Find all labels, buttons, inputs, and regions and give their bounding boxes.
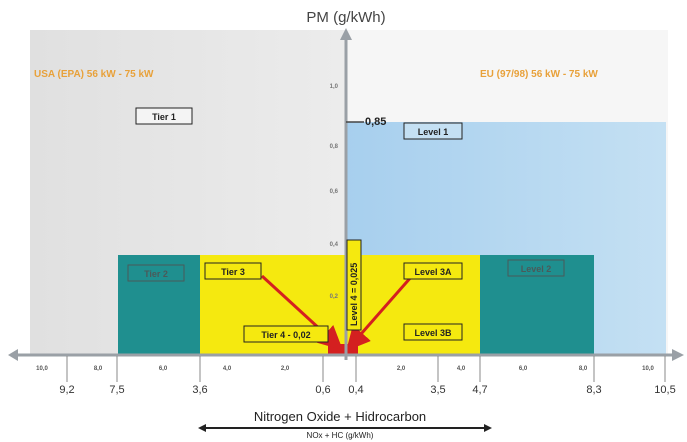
- label-level-1-text: Level 1: [418, 127, 449, 137]
- x-tick-small-label: 4,0: [457, 366, 466, 372]
- y-tick-label: 0,6: [330, 189, 339, 195]
- x-tick-label: 10,5: [654, 384, 675, 396]
- x-tick-small-label: 8,0: [579, 366, 588, 372]
- label-tier-4: Tier 4 - 0,02: [243, 325, 329, 343]
- area-level-2: [480, 255, 594, 354]
- y-tick-label: 0,4: [330, 242, 339, 248]
- eu-region-title: EU (97/98) 56 kW - 75 kW: [480, 69, 598, 80]
- label-level-3b: Level 3B: [403, 323, 463, 341]
- y-tick-label: 0,2: [330, 294, 339, 300]
- label-level-3a: Level 3A: [403, 262, 463, 280]
- area-level-4: [346, 344, 358, 354]
- label-level-3a-text: Level 3A: [414, 267, 452, 277]
- x-tick-label: 0,4: [348, 384, 363, 396]
- arrow-level-3a: [346, 275, 414, 352]
- x-title-arrow-right: [484, 424, 492, 432]
- label-tier-2: Tier 2: [127, 264, 185, 282]
- label-level-3b-text: Level 3B: [414, 328, 452, 338]
- label-tier-1: Tier 1: [135, 107, 193, 125]
- usa-region-title: USA (EPA) 56 kW - 75 kW: [34, 69, 154, 80]
- x-tick-small-label: 4,0: [223, 366, 232, 372]
- label-level-1: Level 1: [403, 122, 463, 140]
- x-axis-subtitle: NOx + HC (g/kWh): [307, 431, 374, 440]
- y-tick-label: 0,8: [330, 144, 339, 150]
- x-tick-small-label: 10,0: [36, 366, 48, 372]
- x-tick-small-label: 10,0: [642, 366, 654, 372]
- peak-label: 0,85: [365, 116, 386, 128]
- x-tick-small-label: 2,0: [281, 366, 290, 372]
- x-tick-label: 3,5: [430, 384, 445, 396]
- label-tier-3: Tier 3: [204, 262, 262, 280]
- label-tier-2-text: Tier 2: [144, 269, 168, 279]
- x-tick-small-label: 6,0: [519, 366, 528, 372]
- label-level-2: Level 2: [507, 259, 565, 277]
- x-axis-title: Nitrogen Oxide + Hidrocarbon: [254, 409, 426, 424]
- x-tick-small-label: 6,0: [159, 366, 168, 372]
- area-tier-4: [328, 344, 346, 354]
- y-tick-label: 1,0: [330, 84, 339, 90]
- label-level-4: Level 4 = 0,025: [346, 239, 362, 331]
- area-tier-2: [118, 255, 200, 354]
- y-axis-title: PM (g/kWh): [306, 9, 385, 26]
- pm-axis-arrowhead: [340, 28, 352, 40]
- label-level-2-text: Level 2: [521, 264, 552, 274]
- label-tier-1-text: Tier 1: [152, 112, 176, 122]
- x-title-arrow-left: [198, 424, 206, 432]
- x-tick-label: 9,2: [59, 384, 74, 396]
- x-tick-small-label: 2,0: [397, 366, 406, 372]
- x-tick-label: 0,6: [315, 384, 330, 396]
- label-tier-3-text: Tier 3: [221, 267, 245, 277]
- label-level-4-text: Level 4 = 0,025: [349, 263, 359, 326]
- x-tick-small-label: 8,0: [94, 366, 103, 372]
- y-tick-labels: 1,0 0,8 0,6 0,4 0,2: [330, 84, 339, 300]
- x-tick-label: 3,6: [192, 384, 207, 396]
- x-tick-label: 7,5: [109, 384, 124, 396]
- x-tick-labels: 10,0 8,0 6,0 4,0 2,0 2,0 4,0 6,0 8,0 10,0 9,2 7,5 3,…: [36, 356, 676, 396]
- x-tick-label: 4,7: [472, 384, 487, 396]
- x-axis-arrow-left: [8, 349, 18, 361]
- x-tick-label: 8,3: [586, 384, 601, 396]
- label-tier-4-text: Tier 4 - 0,02: [261, 330, 310, 340]
- x-axis-arrow-right: [672, 349, 684, 361]
